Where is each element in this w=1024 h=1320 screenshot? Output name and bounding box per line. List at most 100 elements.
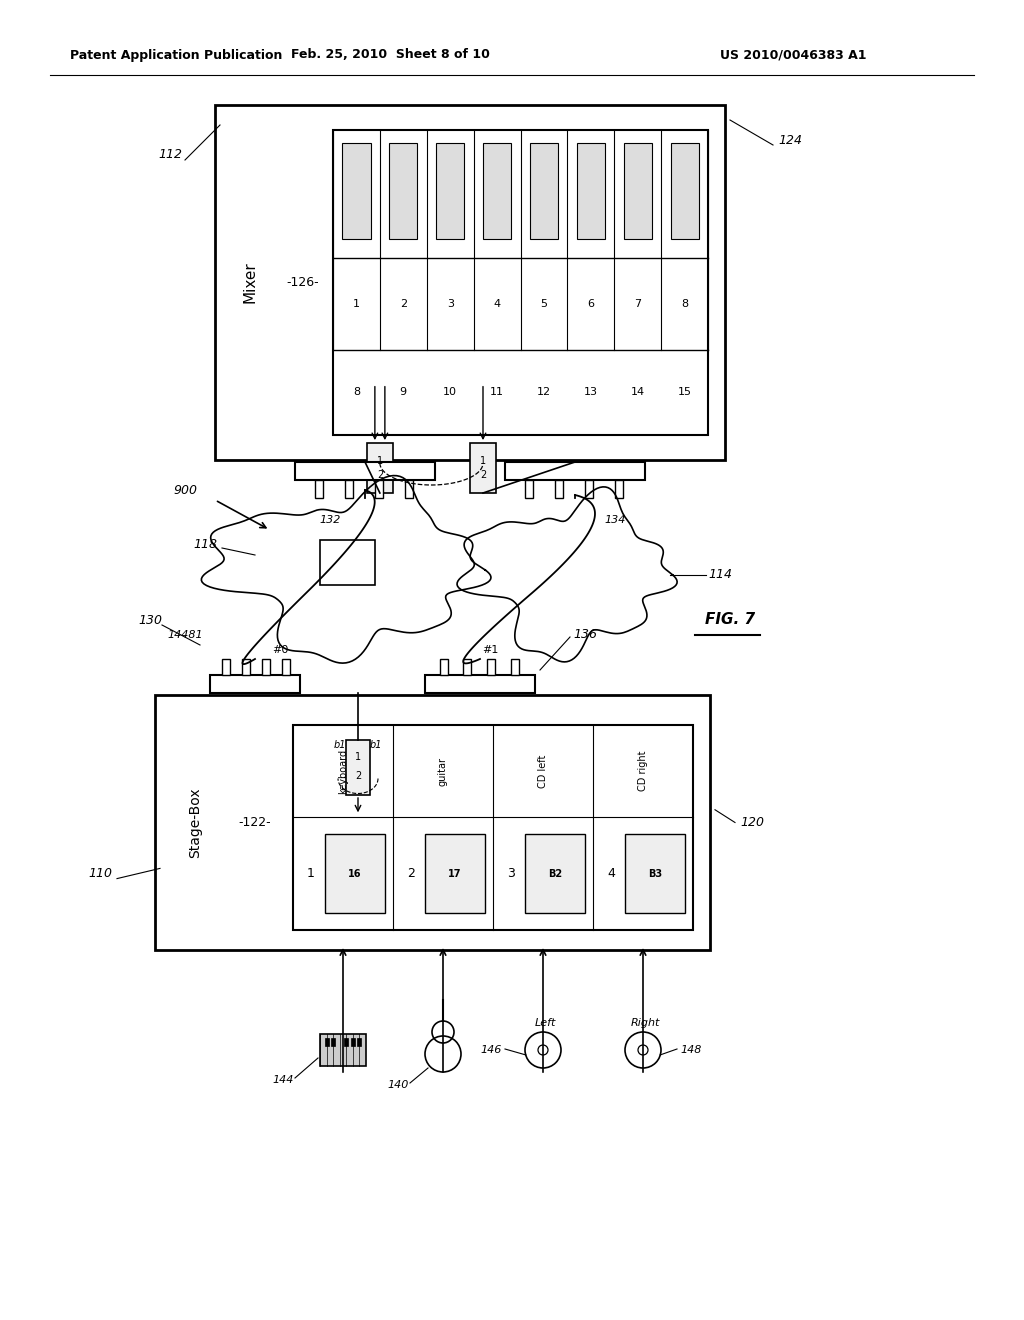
Text: 114: 114 — [708, 569, 732, 582]
Text: 130: 130 — [138, 614, 162, 627]
Text: 2: 2 — [480, 470, 486, 480]
Bar — [295, 462, 435, 480]
Text: 13: 13 — [584, 387, 598, 397]
Bar — [345, 480, 353, 498]
Bar — [463, 659, 471, 675]
Text: 4: 4 — [607, 867, 615, 880]
Text: keyboard: keyboard — [338, 748, 348, 793]
Text: 1: 1 — [355, 751, 361, 762]
Text: 3: 3 — [446, 298, 454, 309]
Text: 6: 6 — [588, 298, 594, 309]
Text: b1: b1 — [370, 741, 382, 750]
Bar — [525, 480, 534, 498]
Text: 10: 10 — [443, 387, 457, 397]
Text: B2: B2 — [548, 869, 562, 879]
Bar — [425, 675, 535, 693]
Text: guitar: guitar — [438, 756, 449, 785]
Bar — [344, 1038, 348, 1045]
Bar — [624, 143, 651, 239]
Bar — [262, 659, 270, 675]
Text: b1: b1 — [334, 741, 346, 750]
Text: 134: 134 — [604, 515, 626, 525]
Bar — [406, 480, 413, 498]
Text: 2: 2 — [408, 867, 415, 880]
Bar — [282, 659, 290, 675]
Text: 4: 4 — [494, 298, 501, 309]
Bar — [367, 444, 393, 492]
Text: 136: 136 — [573, 628, 597, 642]
Text: 8: 8 — [681, 298, 688, 309]
Bar — [319, 1034, 366, 1067]
Bar — [325, 834, 385, 913]
Bar — [440, 659, 449, 675]
Text: 110: 110 — [88, 867, 112, 880]
Text: -126-: -126- — [287, 276, 319, 289]
Bar — [483, 143, 511, 239]
Text: 112: 112 — [158, 149, 182, 161]
Bar — [222, 659, 230, 675]
Text: 2: 2 — [355, 771, 361, 780]
Bar — [155, 696, 710, 950]
Text: 1: 1 — [377, 455, 383, 466]
Text: 7: 7 — [634, 298, 641, 309]
Text: B3: B3 — [648, 869, 663, 879]
Bar — [325, 1038, 329, 1045]
Bar — [525, 834, 585, 913]
Bar — [357, 1038, 361, 1045]
Text: 14: 14 — [631, 387, 645, 397]
Text: 146: 146 — [480, 1045, 502, 1055]
Text: 11: 11 — [490, 387, 504, 397]
Bar — [615, 480, 623, 498]
Bar — [470, 444, 496, 492]
Text: 5: 5 — [541, 298, 548, 309]
Text: 14481: 14481 — [167, 630, 203, 640]
Text: 132: 132 — [319, 515, 341, 525]
Text: Feb. 25, 2010  Sheet 8 of 10: Feb. 25, 2010 Sheet 8 of 10 — [291, 49, 489, 62]
Text: 9: 9 — [399, 387, 407, 397]
Text: 140: 140 — [387, 1080, 409, 1090]
Text: -122-: -122- — [239, 816, 271, 829]
Text: 900: 900 — [173, 483, 197, 496]
Text: 144: 144 — [272, 1074, 294, 1085]
Bar — [436, 143, 464, 239]
Text: 1: 1 — [353, 298, 360, 309]
Text: 124: 124 — [778, 133, 802, 147]
Bar — [577, 143, 605, 239]
Text: US 2010/0046383 A1: US 2010/0046383 A1 — [720, 49, 866, 62]
Bar — [215, 106, 725, 459]
Bar — [375, 480, 383, 498]
Bar — [389, 143, 418, 239]
Text: Mixer: Mixer — [243, 261, 257, 304]
Text: 2: 2 — [377, 470, 383, 480]
Bar — [511, 659, 519, 675]
Bar — [585, 480, 593, 498]
Text: 8: 8 — [353, 387, 360, 397]
Text: #0: #0 — [271, 645, 288, 655]
Text: 148: 148 — [680, 1045, 701, 1055]
Text: FIG. 7: FIG. 7 — [705, 612, 755, 627]
Text: Right: Right — [631, 1018, 659, 1028]
Bar — [505, 462, 645, 480]
Text: 1: 1 — [480, 455, 486, 466]
Bar — [529, 143, 558, 239]
Bar — [210, 675, 300, 693]
Text: CD right: CD right — [638, 751, 648, 792]
Bar — [671, 143, 698, 239]
Text: 17: 17 — [449, 869, 462, 879]
Text: Left: Left — [535, 1018, 556, 1028]
Bar — [342, 143, 371, 239]
Text: 15: 15 — [678, 387, 691, 397]
Bar — [315, 480, 323, 498]
Bar — [293, 725, 693, 931]
Bar — [346, 741, 370, 795]
Text: Stage-Box: Stage-Box — [188, 787, 202, 858]
Text: 3: 3 — [507, 867, 515, 880]
Text: 1: 1 — [307, 867, 315, 880]
Text: 16: 16 — [348, 869, 361, 879]
Text: CD left: CD left — [538, 755, 548, 788]
Bar — [242, 659, 250, 675]
Bar — [555, 480, 563, 498]
Bar — [625, 834, 685, 913]
Bar — [331, 1038, 335, 1045]
Text: 118: 118 — [193, 539, 217, 552]
